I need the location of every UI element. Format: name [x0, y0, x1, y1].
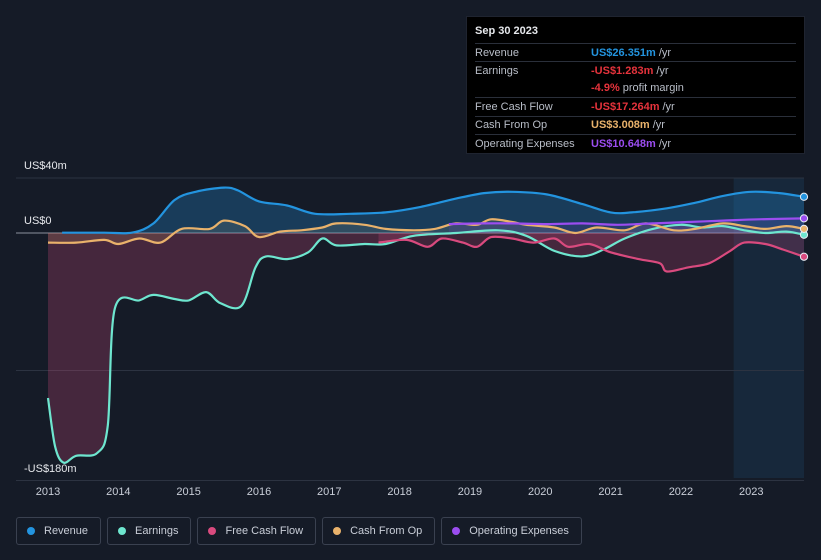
x-tick-label: 2023 — [739, 486, 763, 498]
legend-label: Free Cash Flow — [225, 525, 304, 537]
tooltip-row-value: US$3.008m — [591, 119, 650, 132]
tooltip-row-unit: /yr — [656, 65, 669, 78]
legend-dot-icon — [452, 527, 461, 535]
fcf-area — [378, 233, 804, 272]
tooltip-row-value: US$26.351m — [591, 46, 656, 59]
legend-item-cash-from-op[interactable]: Cash From Op — [322, 517, 436, 545]
y-tick-label: US$0 — [24, 215, 52, 227]
tooltip-row: Operating Expenses US$10.648m/yr — [475, 133, 796, 152]
legend-item-revenue[interactable]: Revenue — [16, 517, 102, 545]
tooltip-row-value: -US$1.283m — [591, 65, 654, 78]
tooltip-panel: Sep 30 2023 Revenue US$26.351m/yr Earnings… — [466, 16, 805, 154]
cfo-area — [48, 219, 804, 245]
tooltip-row: -4.9% profit margin — [475, 80, 796, 97]
tooltip-row-value: US$10.648m — [591, 137, 656, 150]
legend-label: Revenue — [44, 525, 89, 537]
tooltip-date: Sep 30 2023 — [475, 25, 538, 37]
revenue-end-marker — [799, 192, 809, 201]
x-tick-label: 2019 — [458, 486, 482, 498]
legend-item-operating-expenses[interactable]: Operating Expenses — [441, 517, 582, 545]
tooltip-row-unit: /yr — [658, 46, 672, 59]
legend-dot-icon — [118, 527, 127, 535]
x-tick-label: 2017 — [317, 486, 341, 498]
x-tick-label: 2018 — [387, 486, 411, 498]
y-tick-label: -US$180m — [24, 462, 77, 475]
tooltip-row-value: -US$17.264m — [591, 100, 660, 113]
tooltip-row: Revenue US$26.351m/yr — [475, 43, 796, 61]
tooltip-row-value: -4.9% — [591, 82, 620, 95]
cfo-end-marker — [799, 224, 809, 233]
tooltip-row: Free Cash Flow -US$17.264m/yr — [475, 97, 796, 115]
opex-end-marker — [799, 214, 809, 223]
legend-item-earnings[interactable]: Earnings — [107, 517, 192, 545]
legend: Revenue Earnings Free Cash Flow Cash From O… — [16, 517, 582, 545]
legend-dot-icon — [333, 527, 342, 535]
tooltip-row: Cash From Op US$3.008m/yr — [475, 115, 796, 134]
tooltip-row-label: Earnings — [475, 65, 519, 78]
tooltip-row-label: Revenue — [475, 46, 520, 59]
legend-dot-icon — [208, 527, 217, 535]
tooltip-row-unit: /yr — [652, 119, 665, 132]
x-tick-label: 2021 — [598, 486, 622, 498]
cfo-line — [47, 218, 805, 246]
revenue-area — [62, 187, 805, 234]
x-axis: 2013 2014 2015 2016 2017 2018 2019 2020 2021 2022… — [36, 486, 764, 498]
legend-label: Cash From Op — [350, 525, 423, 537]
legend-label: Earnings — [135, 525, 179, 537]
series-group — [46, 186, 809, 464]
gridlines — [16, 177, 804, 481]
opex-line — [448, 217, 805, 226]
y-tick-label: US$40m — [24, 160, 67, 172]
tooltip-row-unit: profit margin — [622, 82, 684, 95]
tooltip-row-unit: /yr — [658, 137, 672, 150]
fcf-end-marker — [799, 252, 809, 261]
earnings-area — [48, 224, 804, 463]
legend-dot-icon — [27, 527, 35, 535]
earnings-line — [46, 223, 805, 464]
x-tick-label: 2020 — [528, 486, 552, 498]
x-tick-label: 2013 — [36, 486, 60, 498]
x-tick-label: 2015 — [176, 486, 200, 498]
tooltip-row-unit: /yr — [662, 100, 675, 113]
legend-item-free-cash-flow[interactable]: Free Cash Flow — [197, 517, 317, 545]
fcf-line — [378, 235, 805, 273]
revenue-line — [62, 186, 805, 235]
tooltip-row-label: Cash From Op — [475, 119, 548, 132]
legend-label: Operating Expenses — [469, 525, 569, 537]
tooltip-row-label: Operating Expenses — [475, 137, 575, 150]
tooltip-row-label: Free Cash Flow — [475, 100, 553, 113]
tooltip-row: Earnings -US$1.283m/yr — [475, 61, 796, 79]
x-tick-label: 2014 — [106, 486, 130, 498]
x-tick-label: 2016 — [247, 486, 271, 498]
x-tick-label: 2022 — [669, 486, 693, 498]
